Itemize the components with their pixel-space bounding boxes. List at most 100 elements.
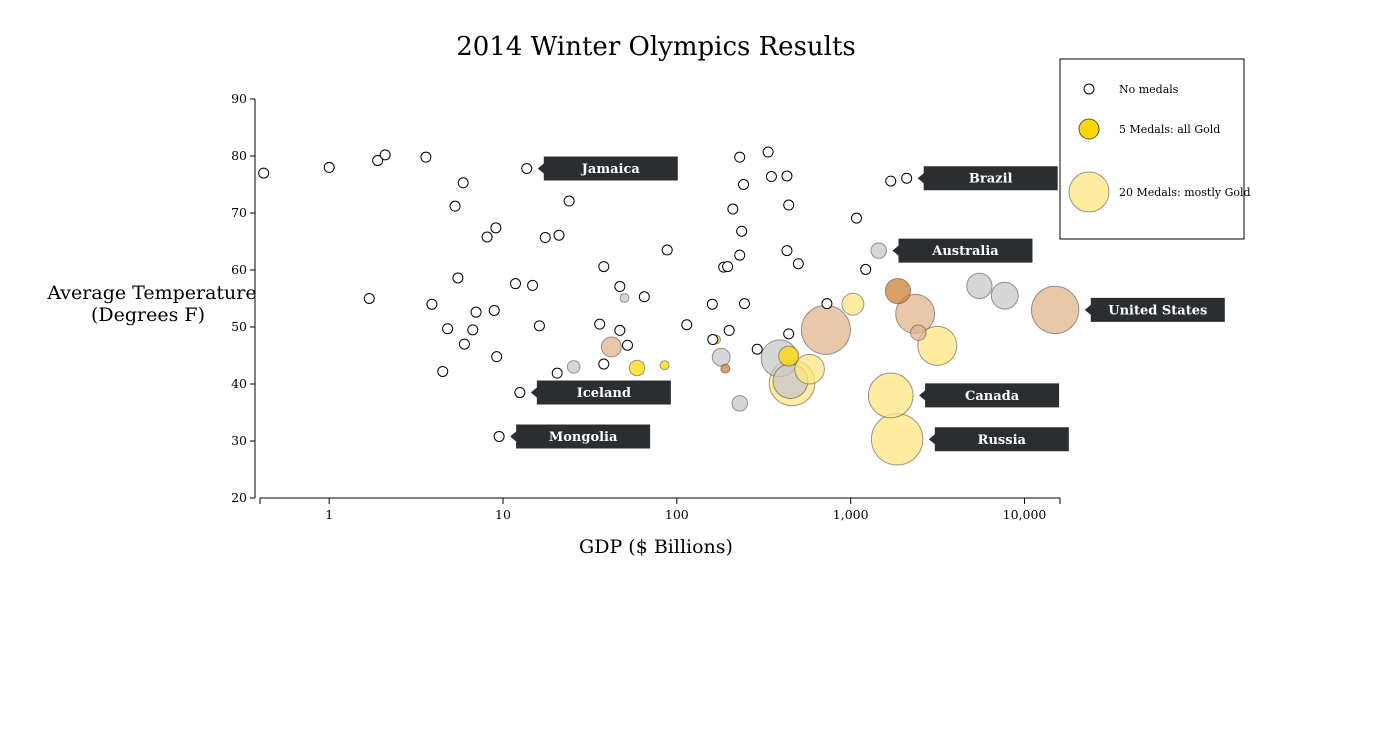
- country-callouts: Jamaica Brazil Australia United States Icela…: [510, 156, 1225, 452]
- callout: Mongolia: [510, 424, 651, 449]
- country-point: [551, 367, 563, 379]
- chart-title: 2014 Winter Olympics Results: [456, 32, 856, 62]
- callout-label: Iceland: [577, 386, 631, 401]
- y-tick-label: 70: [231, 205, 247, 220]
- medal-country-point: [566, 360, 581, 374]
- country-point: [491, 351, 503, 363]
- country-point: [490, 222, 502, 234]
- country-point: [706, 298, 718, 310]
- country-point: [751, 343, 763, 355]
- country-point: [533, 320, 545, 332]
- callout-label: Australia: [931, 244, 999, 259]
- plot-area: 20 30 40 50 60 70 80 90 1 10 100 1,000 10,000 Jamai…: [231, 91, 1225, 522]
- callout: Canada: [919, 383, 1060, 408]
- medal-country-point: [778, 345, 800, 367]
- country-point: [734, 249, 746, 261]
- country-point: [493, 430, 505, 442]
- callout: Brazil: [917, 166, 1058, 191]
- medal-country-point: [870, 242, 887, 259]
- country-point: [539, 232, 551, 244]
- country-point: [860, 263, 872, 275]
- y-tick-label: 30: [231, 433, 247, 448]
- country-point: [707, 334, 719, 346]
- medal-country-point: [870, 413, 924, 466]
- country-point: [458, 338, 470, 350]
- y-tick-label: 80: [231, 148, 247, 163]
- country-point: [553, 229, 565, 241]
- callout-label: Mongolia: [549, 430, 618, 445]
- country-point: [727, 203, 739, 215]
- country-point: [521, 163, 533, 175]
- country-point: [527, 279, 539, 291]
- legend-swatch: [1068, 171, 1110, 213]
- y-axis-title-line1: Average Temperature: [46, 282, 256, 304]
- country-point: [621, 339, 633, 351]
- x-tick-label: 1,000: [833, 507, 869, 522]
- x-axis-title: GDP ($ Billions): [579, 536, 733, 558]
- medal-country-point: [720, 363, 731, 374]
- legend-label: 20 Medals: mostly Gold: [1119, 186, 1251, 199]
- country-point: [762, 146, 774, 158]
- medal-country-point: [711, 347, 731, 367]
- callout-box: [892, 238, 1033, 263]
- callout-label: United States: [1108, 303, 1207, 318]
- country-point: [510, 278, 522, 290]
- medal-country-point: [867, 372, 914, 419]
- country-point: [783, 199, 795, 211]
- country-point: [781, 245, 793, 257]
- medal-country-point: [800, 304, 851, 355]
- country-point: [563, 195, 575, 207]
- medal-country-point: [990, 281, 1019, 310]
- country-point: [765, 171, 777, 183]
- medal-country-point: [917, 325, 958, 366]
- country-point: [738, 179, 750, 190]
- country-point: [598, 261, 610, 273]
- medal-country-point: [910, 324, 927, 341]
- callout-box: [530, 380, 671, 405]
- callout: United States: [1084, 297, 1225, 322]
- country-point: [467, 324, 479, 336]
- country-point: [442, 323, 454, 335]
- medal-country-point: [1030, 285, 1080, 335]
- country-point: [457, 177, 469, 189]
- medal-country-point: [884, 277, 912, 305]
- callout-box: [919, 383, 1060, 408]
- country-point: [792, 258, 804, 270]
- country-point: [481, 231, 493, 243]
- medal-country-point: [841, 292, 865, 316]
- medal-country-point: [619, 292, 630, 303]
- country-point: [514, 387, 526, 399]
- y-tick-label: 40: [231, 376, 247, 391]
- data-points: [258, 146, 1080, 466]
- country-point: [258, 167, 270, 179]
- country-point: [470, 306, 482, 318]
- x-tick-label: 10: [495, 507, 511, 522]
- country-point: [734, 151, 746, 163]
- country-point: [598, 358, 610, 370]
- country-point: [781, 170, 793, 182]
- country-point: [901, 172, 913, 184]
- legend-swatch: [1078, 118, 1100, 140]
- callout-box: [928, 427, 1069, 452]
- country-point: [638, 291, 650, 303]
- y-axis: 20 30 40 50 60 70 80 90: [231, 91, 256, 505]
- callout-box: [917, 166, 1058, 191]
- country-point: [850, 212, 862, 224]
- country-point: [821, 298, 833, 310]
- country-point: [379, 149, 391, 161]
- callout-box: [510, 424, 651, 449]
- legend: No medals 5 Medals: all Gold 20 Medals: mo…: [1059, 58, 1251, 240]
- y-tick-label: 60: [231, 262, 247, 277]
- country-point: [594, 318, 606, 330]
- country-point: [437, 365, 449, 377]
- legend-swatch: [1083, 83, 1095, 95]
- callout-box: [1084, 297, 1225, 322]
- country-point: [722, 261, 734, 273]
- country-point: [452, 272, 464, 284]
- country-point: [420, 151, 432, 163]
- medal-country-point: [731, 395, 748, 412]
- callout-box: [537, 156, 678, 181]
- callout-label: Canada: [965, 389, 1020, 404]
- country-point: [738, 298, 750, 310]
